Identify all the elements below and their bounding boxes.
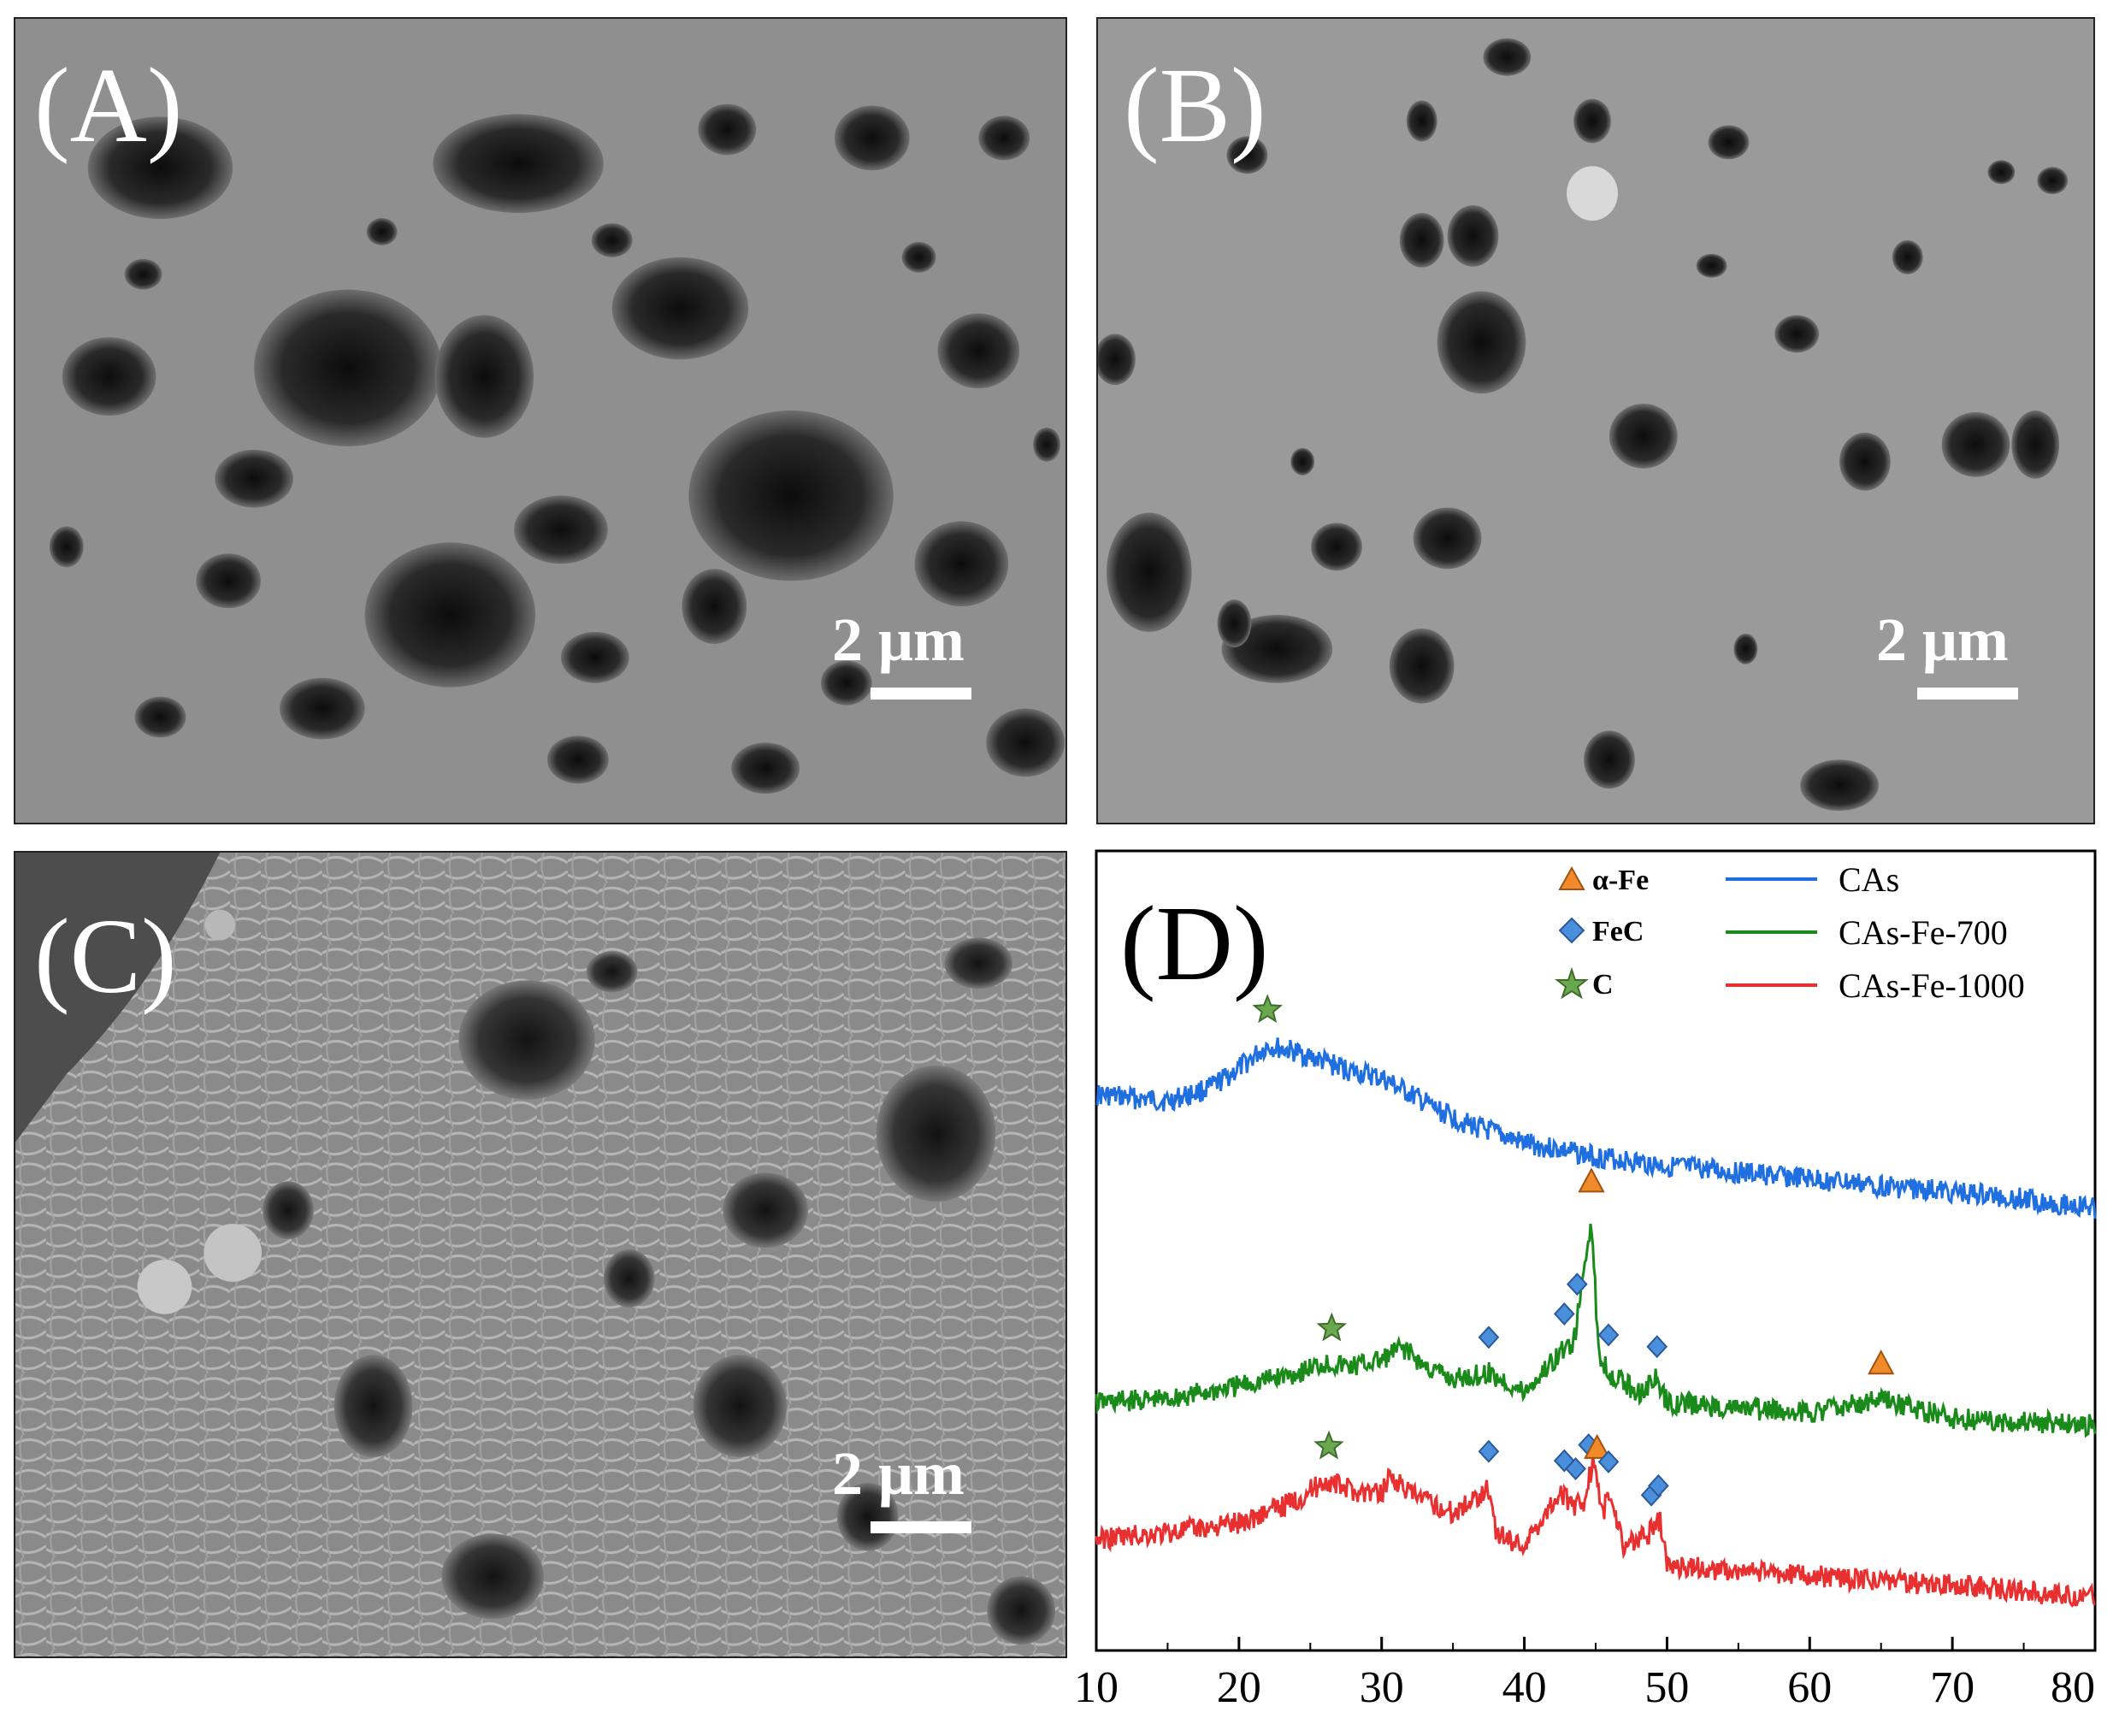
- scale-text-a: 2 μm: [832, 605, 965, 674]
- scale-bar-a: [871, 688, 971, 700]
- peak-marker-layer: [1252, 994, 1895, 1507]
- x-tick-label-40: 40: [1502, 1663, 1547, 1712]
- panel-label-c: (C): [34, 898, 177, 1016]
- panel-label-d: (D): [1120, 885, 1269, 1003]
- series-line-cas-fe-700: [1095, 1223, 2097, 1438]
- panel-label-b: (B): [1124, 47, 1266, 165]
- peak-marker-triangle-14: [1584, 1433, 1611, 1459]
- peak-marker-diamond-6: [1597, 1323, 1620, 1347]
- scale-bar-c: [871, 1521, 971, 1533]
- scale-text-c: 2 μm: [832, 1439, 965, 1508]
- sem-panel-c: (C) 2 μm: [14, 851, 1067, 1658]
- peak-marker-triangle-8: [1868, 1349, 1895, 1375]
- scale-bar-b: [1917, 688, 2018, 700]
- peak-marker-star-0: [1252, 994, 1283, 1024]
- legend-triangle-icon: [1558, 865, 1585, 890]
- legend: α-Fe FeC C CAs CAs-Fe-700 CAs-Fe-1000: [1555, 860, 2025, 1005]
- legend-alpha-fe: α-Fe: [1592, 865, 1649, 896]
- x-tick-label-10: 10: [1074, 1663, 1119, 1712]
- peak-marker-diamond-15: [1597, 1450, 1620, 1473]
- sem-panel-a: (A) 2 μm: [14, 17, 1067, 824]
- legend-cas-fe-700: CAs-Fe-700: [1839, 913, 2008, 952]
- legend-diamond-icon: [1558, 917, 1585, 944]
- peak-marker-diamond-10: [1478, 1439, 1500, 1463]
- series-line-cas-fe-1000: [1095, 1451, 2096, 1608]
- legend-fec: FeC: [1592, 916, 1644, 948]
- x-tick-label-20: 20: [1217, 1663, 1261, 1712]
- peak-marker-diamond-17: [1648, 1473, 1669, 1497]
- x-tick-label-30: 30: [1360, 1663, 1404, 1712]
- peak-marker-diamond-4: [1566, 1272, 1588, 1296]
- series-layer: [1095, 1037, 2097, 1608]
- x-tick-label-80: 80: [2051, 1663, 2095, 1712]
- peak-marker-star-1: [1316, 1312, 1348, 1342]
- x-tick-label-60: 60: [1787, 1663, 1832, 1712]
- peak-marker-diamond-12: [1565, 1457, 1586, 1480]
- sem-panel-b: (B) 2 μm: [1096, 17, 2095, 824]
- x-axis-ticks: 10 20 30 40 50 60 70 80: [1074, 1637, 2097, 1712]
- legend-cas: CAs: [1839, 860, 1899, 899]
- peak-marker-diamond-2: [1478, 1326, 1500, 1349]
- x-tick-label-70: 70: [1930, 1663, 1974, 1712]
- legend-c: C: [1592, 969, 1614, 1001]
- peak-marker-diamond-3: [1553, 1302, 1575, 1326]
- peak-marker-star-9: [1313, 1430, 1344, 1460]
- legend-cas-fe-1000: CAs-Fe-1000: [1839, 966, 2025, 1005]
- scale-text-b: 2 μm: [1876, 605, 2009, 674]
- peak-marker-diamond-7: [1646, 1335, 1668, 1359]
- legend-star-icon: [1555, 966, 1589, 1000]
- peak-marker-triangle-5: [1578, 1167, 1605, 1193]
- x-tick-label-50: 50: [1644, 1663, 1689, 1712]
- panel-label-a: (A): [34, 47, 183, 165]
- series-line-cas: [1095, 1037, 2097, 1219]
